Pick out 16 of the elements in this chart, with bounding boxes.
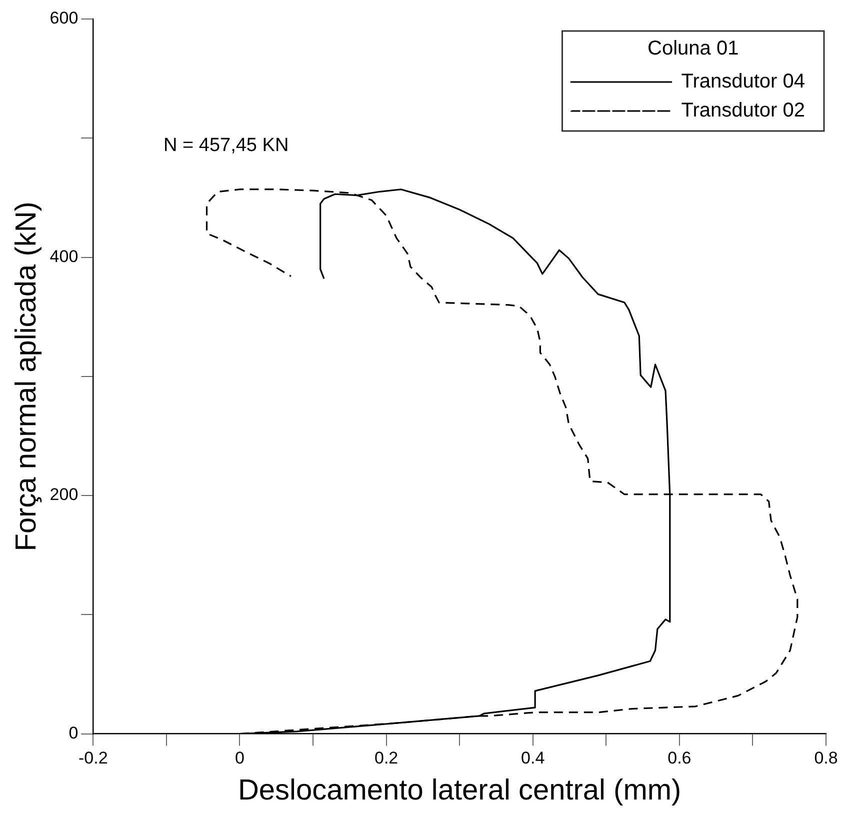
legend-label: Transdutor 02 (681, 100, 806, 122)
y-tick-label: 600 (50, 8, 78, 28)
legend-title: Coluna 01 (648, 38, 739, 60)
y-axis-title: Força normal aplicada (kN) (10, 202, 42, 552)
x-tick-label: 0.4 (521, 748, 545, 768)
x-tick-label: -0.2 (78, 748, 108, 768)
x-tick-label: 0 (234, 748, 244, 768)
x-tick-label: 0.6 (668, 748, 692, 768)
y-tick-label: 400 (50, 246, 78, 266)
y-tick-label: 200 (50, 485, 78, 504)
y-tick-label: 0 (68, 723, 78, 742)
legend-label: Transdutor 04 (681, 70, 806, 93)
x-tick-label: 0.2 (374, 748, 398, 768)
annotation: N = 457,45 KN (164, 134, 289, 156)
x-tick-label: 0.8 (814, 748, 838, 768)
x-axis-title: Deslocamento lateral central (mm) (238, 774, 682, 807)
